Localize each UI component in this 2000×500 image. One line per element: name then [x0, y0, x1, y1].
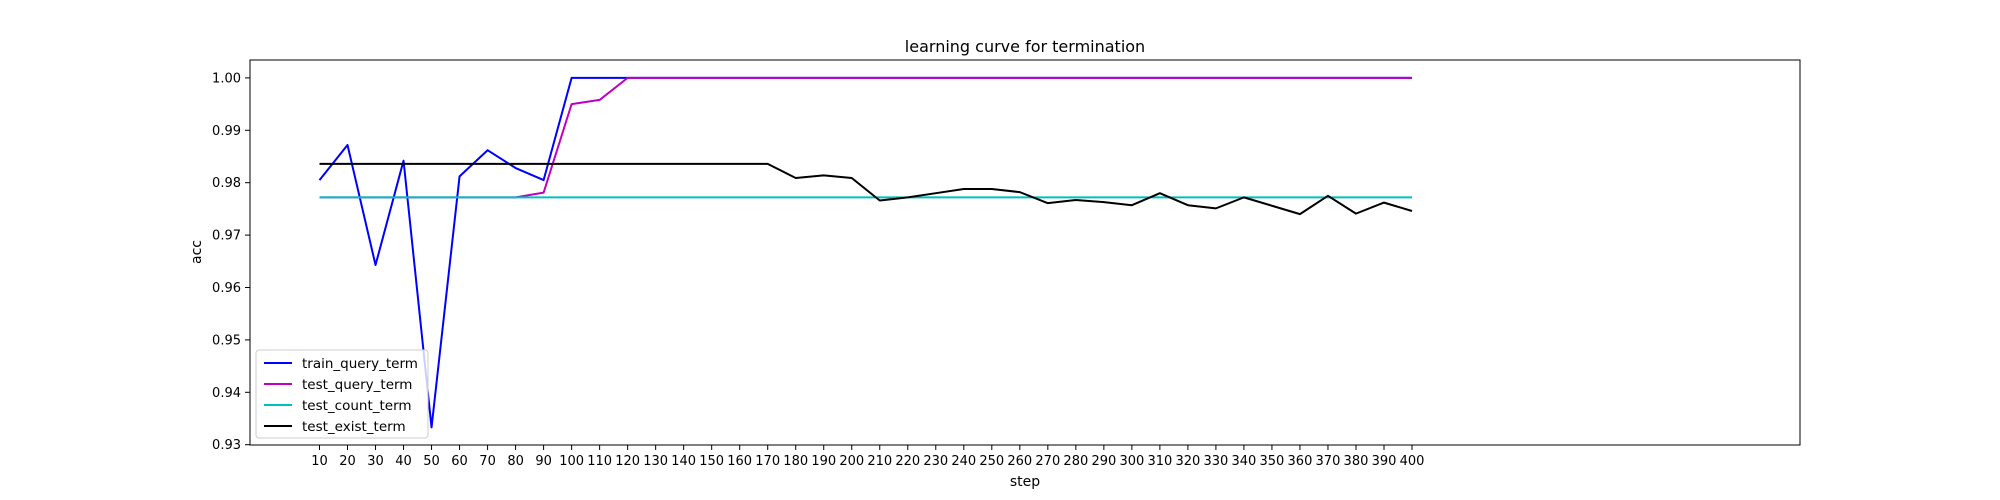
- x-tick-label: 160: [727, 454, 752, 469]
- legend-box: [255, 349, 429, 439]
- legend-label: test_count_term: [302, 398, 412, 414]
- x-axis-label: step: [1010, 474, 1040, 490]
- x-tick-label: 70: [479, 454, 496, 469]
- x-tick-label: 150: [699, 454, 724, 469]
- x-tick-label: 350: [1260, 454, 1285, 469]
- x-tick-label: 20: [339, 454, 356, 469]
- x-tick-label: 250: [979, 454, 1004, 469]
- x-tick-label: 320: [1175, 454, 1200, 469]
- x-tick-label: 330: [1203, 454, 1228, 469]
- series-line-test-query-term: [319, 76, 1412, 199]
- x-tick-label: 120: [615, 454, 640, 469]
- y-tick-label: 0.97: [212, 229, 241, 244]
- x-tick-label: 170: [755, 454, 780, 469]
- x-tick-label: 300: [1119, 454, 1144, 469]
- x-tick-label: 290: [1091, 454, 1116, 469]
- y-tick-label: 0.93: [212, 438, 241, 453]
- y-tick-label: 1.00: [212, 71, 241, 86]
- legend-label: train_query_term: [302, 356, 418, 372]
- x-tick-label: 380: [1344, 454, 1369, 469]
- x-tick-label: 260: [1007, 454, 1032, 469]
- x-tick-label: 140: [671, 454, 696, 469]
- legend-label: test_exist_term: [302, 419, 406, 435]
- y-tick-label: 0.94: [212, 386, 241, 401]
- y-axis: 0.93 0.94 0.95 0.96 0.97 0.98 0.99 1.00: [212, 71, 250, 453]
- x-tick-label: 60: [451, 454, 468, 469]
- x-tick-label: 40: [395, 454, 412, 469]
- x-tick-label: 130: [643, 454, 668, 469]
- y-axis-label: acc: [189, 240, 205, 264]
- x-tick-label: 190: [811, 454, 836, 469]
- x-tick-label: 30: [367, 454, 384, 469]
- x-tick-label: 90: [535, 454, 552, 469]
- x-tick-label: 210: [867, 454, 892, 469]
- x-tick-label: 360: [1288, 454, 1313, 469]
- x-tick-label: 110: [587, 454, 612, 469]
- plot-area: [249, 59, 1801, 446]
- x-tick-label: 80: [507, 454, 524, 469]
- series-line-train-query-term: [318, 76, 1412, 429]
- x-tick-label: 400: [1400, 454, 1425, 469]
- x-tick-label: 370: [1316, 454, 1341, 469]
- x-tick-label: 390: [1372, 454, 1397, 469]
- x-tick-label: 240: [951, 454, 976, 469]
- x-tick-label: 200: [839, 454, 864, 469]
- x-tick-label: 310: [1147, 454, 1172, 469]
- series-layer: [318, 76, 1413, 429]
- y-tick-label: 0.98: [212, 176, 241, 191]
- x-tick-label: 180: [783, 454, 808, 469]
- x-axis: 10 20 30 40 50 60 70 80 90 100 110 120 130 140 150 160 1…: [311, 445, 1424, 469]
- x-tick-label: 230: [923, 454, 948, 469]
- x-tick-label: 270: [1035, 454, 1060, 469]
- chart-title: learning curve for termination: [905, 37, 1145, 56]
- x-tick-label: 50: [423, 454, 440, 469]
- x-tick-label: 10: [311, 454, 328, 469]
- legend-label: test_query_term: [302, 377, 412, 393]
- legend: train_query_term test_query_term test_coun…: [255, 349, 429, 439]
- x-tick-label: 100: [559, 454, 584, 469]
- x-tick-label: 220: [895, 454, 920, 469]
- series-line-test-exist-term: [319, 162, 1413, 216]
- y-tick-label: 0.99: [212, 124, 241, 139]
- y-tick-label: 0.96: [212, 281, 241, 296]
- x-tick-label: 340: [1232, 454, 1257, 469]
- x-tick-label: 280: [1063, 454, 1088, 469]
- y-tick-label: 0.95: [212, 333, 241, 348]
